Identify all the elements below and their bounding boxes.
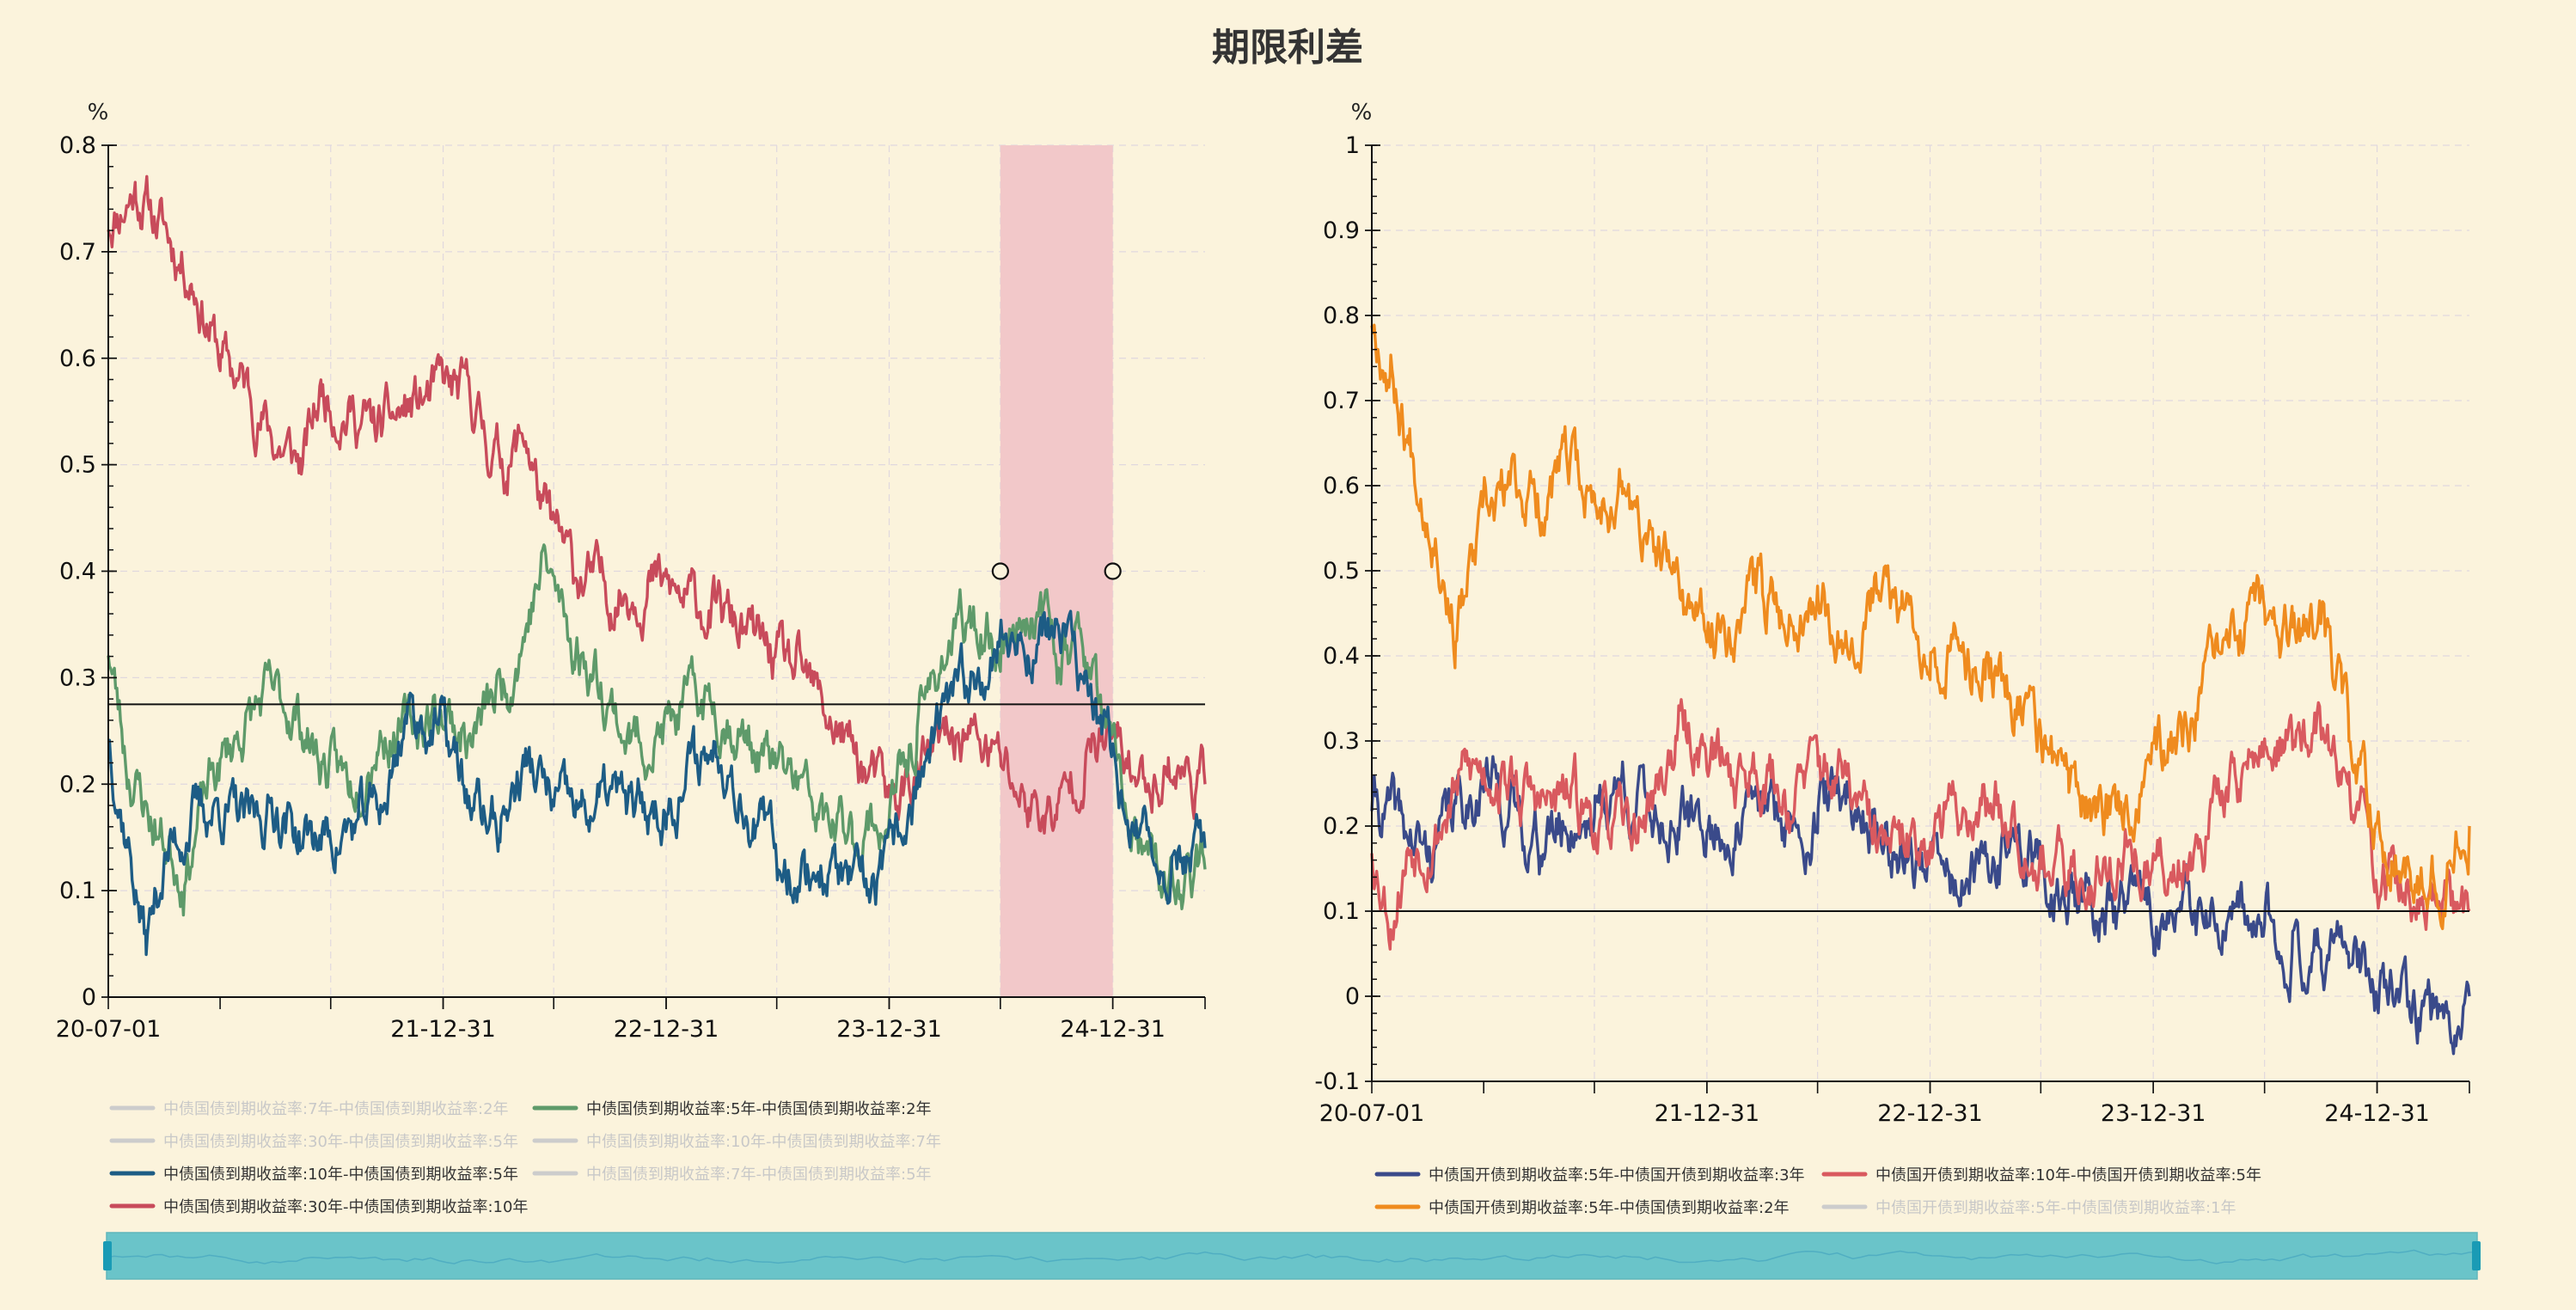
y-tick-label: 0.5 (59, 452, 96, 479)
legend-item[interactable]: 中债国开债到期收益率:5年-中债国债到期收益率:1年 (1821, 1199, 2236, 1217)
legend-label: 中债国债到期收益率:30年-中债国债到期收益率:10年 (163, 1198, 528, 1216)
legend-item[interactable]: 中债国债到期收益率:5年-中债国债到期收益率:2年 (532, 1100, 932, 1118)
series-line-1 (107, 543, 1207, 917)
series-lines (1370, 323, 2471, 1056)
x-tick-label: 23-12-31 (836, 1016, 942, 1043)
datazoom-slider[interactable] (103, 1232, 2481, 1280)
legend-label: 中债国债到期收益率:10年-中债国债到期收益率:7年 (586, 1133, 941, 1151)
legend-item[interactable]: 中债国开债到期收益率:10年-中债国开债到期收益率:5年 (1821, 1166, 2261, 1185)
y-tick-label: 0.4 (1323, 643, 1360, 670)
y-tick-label: 0.6 (59, 346, 96, 372)
x-tick-label: 21-12-31 (1655, 1100, 1760, 1127)
x-tick-label: 22-12-31 (614, 1016, 719, 1043)
legend-item[interactable]: 中债国债到期收益率:30年-中债国债到期收益率:5年 (109, 1133, 518, 1151)
chart-title: 期限利差 (1212, 26, 1363, 70)
legend-item[interactable]: 中债国开债到期收益率:5年-中债国债到期收益率:2年 (1374, 1199, 1790, 1217)
legend-label: 中债国开债到期收益率:5年-中债国债到期收益率:2年 (1429, 1199, 1790, 1217)
legend-label: 中债国开债到期收益率:5年-中债国开债到期收益率:3年 (1429, 1166, 1805, 1185)
y-tick-label: 0.1 (1323, 898, 1360, 925)
legend-item[interactable]: 中债国债到期收益率:7年-中债国债到期收益率:2年 (109, 1100, 509, 1118)
legend-item[interactable]: 中债国债到期收益率:10年-中债国债到期收益率:5年 (109, 1166, 518, 1184)
legend: 中债国债到期收益率:7年-中债国债到期收益率:2年 中债国债到期收益率:5年-中债… (109, 1100, 941, 1216)
y-tick-label: 0 (1345, 983, 1360, 1010)
y-tick-label: 0.3 (1323, 728, 1360, 755)
legend: 中债国开债到期收益率:5年-中债国开债到期收益率:3年 中债国开债到期收益率:10… (1374, 1166, 2261, 1217)
y-tick-label: 0.8 (59, 132, 96, 159)
series-line-0 (1370, 755, 2471, 1056)
x-tick-label: 23-12-31 (2101, 1100, 2206, 1127)
x-tick-label: 24-12-31 (2324, 1100, 2430, 1127)
series-line-2 (1370, 323, 2471, 931)
band-handle-marker[interactable] (1104, 562, 1122, 580)
y-tick-label: 0.2 (59, 771, 96, 798)
y-tick-label: 0.8 (1323, 303, 1360, 329)
left-chart-panel: 0 0.1 0.2 0.3 0.4 0.5 0.6 0.7 0.8% 20-07-01 21-12-… (56, 100, 1207, 1216)
legend-label: 中债国债到期收益率:7年-中债国债到期收益率:2年 (163, 1100, 509, 1118)
x-tick-label: 20-07-01 (1319, 1100, 1425, 1127)
legend-label: 中债国开债到期收益率:10年-中债国开债到期收益率:5年 (1875, 1166, 2261, 1185)
y-tick-label: 0.9 (1323, 217, 1360, 244)
legend-item[interactable]: 中债国开债到期收益率:5年-中债国开债到期收益率:3年 (1374, 1166, 1805, 1185)
y-tick-label: 0.7 (1323, 388, 1360, 414)
datazoom-preview-line (106, 1249, 2478, 1264)
series-line-1 (1370, 698, 2471, 951)
grid (1371, 144, 2469, 1082)
series-line-2 (107, 609, 1207, 957)
y-tick-label: 0.6 (1323, 473, 1360, 499)
legend-label: 中债国债到期收益率:10年-中债国债到期收益率:5年 (163, 1166, 518, 1184)
legend-label: 中债国开债到期收益率:5年-中债国债到期收益率:1年 (1875, 1199, 2236, 1217)
highlight-band (1000, 145, 1113, 997)
y-axis-unit: % (1351, 100, 1373, 125)
y-tick-label: 0.7 (59, 239, 96, 266)
datazoom-right-handle[interactable] (2472, 1241, 2481, 1270)
y-tick-label: 0.5 (1323, 558, 1360, 585)
band-handle-marker[interactable] (991, 562, 1009, 580)
y-axis-unit: % (88, 100, 109, 125)
series-lines (107, 174, 1207, 957)
right-chart-panel: -0.1 0 0.1 0.2 0.3 0.4 0.5 0.6 0.7 0.8 0.9 1% 20-07-… (1314, 100, 2471, 1217)
x-tick-label: 24-12-31 (1060, 1016, 1166, 1043)
y-tick-label: 0.2 (1323, 813, 1360, 840)
x-tick-label: 20-07-01 (56, 1016, 162, 1043)
legend-label: 中债国债到期收益率:7年-中债国债到期收益率:5年 (586, 1166, 932, 1184)
legend-item[interactable]: 中债国债到期收益率:7年-中债国债到期收益率:5年 (532, 1166, 932, 1184)
y-tick-label: -0.1 (1314, 1068, 1360, 1095)
legend-label: 中债国债到期收益率:5年-中债国债到期收益率:2年 (586, 1100, 932, 1118)
legend-label: 中债国债到期收益率:30年-中债国债到期收益率:5年 (163, 1133, 518, 1151)
y-tick-label: 1 (1345, 132, 1360, 159)
y-tick-label: 0.3 (59, 664, 96, 691)
x-tick-label: 22-12-31 (1877, 1100, 1983, 1127)
legend-item[interactable]: 中债国债到期收益率:30年-中债国债到期收益率:10年 (109, 1198, 528, 1216)
legend-item[interactable]: 中债国债到期收益率:10年-中债国债到期收益率:7年 (532, 1133, 941, 1151)
datazoom-track (106, 1232, 2478, 1280)
datazoom-left-handle[interactable] (103, 1241, 112, 1270)
y-tick-label: 0.4 (59, 559, 96, 585)
x-tick-label: 21-12-31 (390, 1016, 496, 1043)
series-line-0 (107, 174, 1207, 835)
y-tick-label: 0 (82, 984, 96, 1011)
y-tick-label: 0.1 (59, 878, 96, 904)
